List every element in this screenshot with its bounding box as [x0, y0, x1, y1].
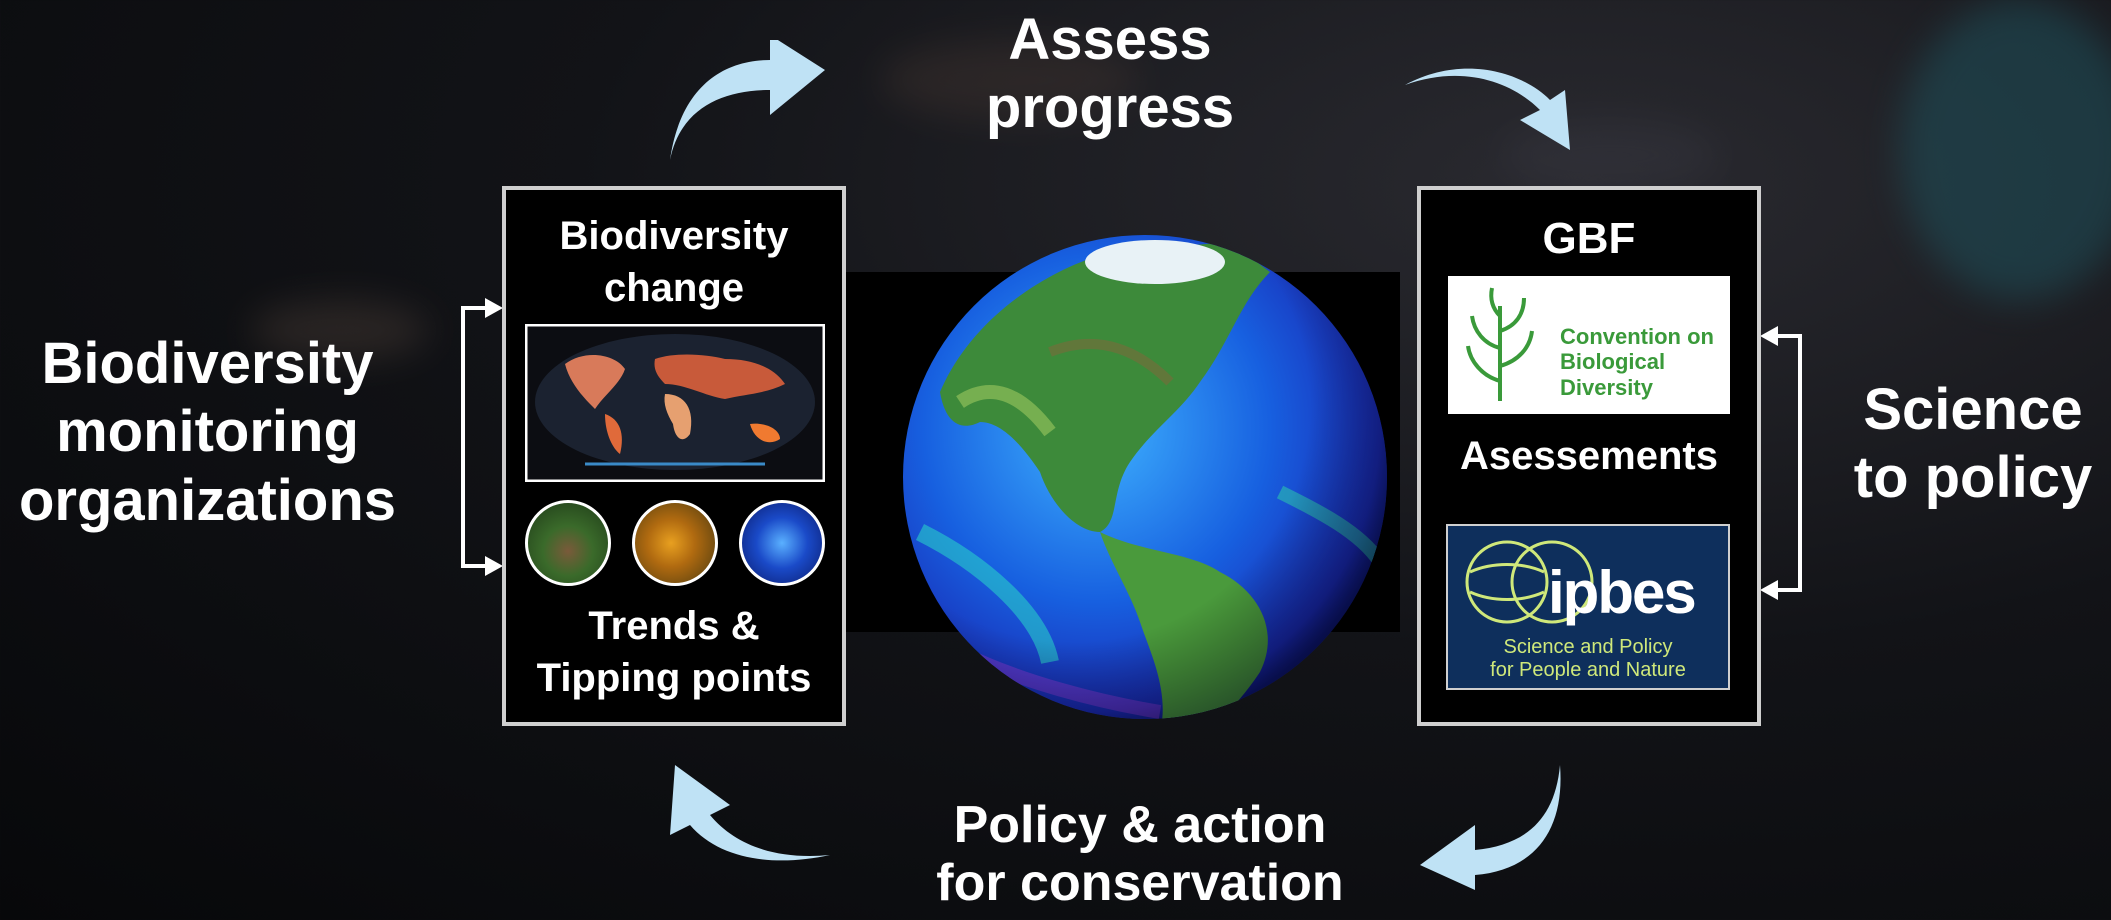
policy-label-line2: for conservation: [936, 854, 1344, 913]
science-label-line1: Science: [1863, 377, 2083, 442]
policy-action-label: Policy & action for conservation: [920, 796, 1360, 912]
assess-label-line2: progress: [985, 75, 1235, 141]
ipbes-logo-box: ipbes Science and Policy for People and …: [1446, 524, 1730, 690]
policy-label-line1: Policy & action: [953, 796, 1327, 854]
bee-image: [632, 500, 718, 586]
gbf-panel: GBF Convention on Biological Diversity A…: [1417, 186, 1761, 726]
dna-image: [739, 500, 825, 586]
double-headed-arrow-icon: [1760, 326, 1802, 600]
world-map-image: [525, 324, 825, 482]
globe-image: [903, 235, 1387, 719]
left-panel-subtitle: Trends & Tipping points: [506, 600, 842, 704]
cbd-text-line1: Convention on: [1560, 324, 1714, 349]
cbd-logo-icon: [1466, 287, 1534, 401]
science-label-line2: to policy: [1853, 445, 2093, 511]
cbd-text: Convention on Biological Diversity: [1560, 324, 1730, 400]
science-to-policy-label: Science to policy: [1835, 376, 2111, 513]
ipbes-name: ipbes: [1548, 559, 1697, 626]
biodiversity-change-panel: Biodiversity change Trends & Tipping poi…: [502, 186, 846, 726]
monitoring-organizations-label: Biodiversity monitoring organizations: [0, 330, 415, 535]
monitoring-label-line3: organizations: [18, 467, 397, 533]
gbf-title: GBF: [1542, 214, 1636, 263]
river-forest-image: [525, 500, 611, 586]
monitoring-label-line2: monitoring: [56, 399, 359, 465]
double-headed-arrow-icon: [461, 298, 503, 576]
left-title-line2: change: [603, 266, 745, 310]
cycle-arrow-icon: [670, 40, 825, 160]
cbd-text-line2: Biological Diversity: [1560, 349, 1666, 400]
monitoring-label-line1: Biodiversity: [41, 331, 374, 396]
assess-progress-label: Assess progress: [960, 6, 1260, 143]
cycle-arrow-icon: [670, 765, 830, 861]
ipbes-logo-icon: [1465, 540, 1594, 624]
ipbes-tagline-line2: for People and Nature: [1490, 659, 1686, 681]
left-subtitle-line1: Trends &: [588, 604, 760, 648]
assess-label-line1: Assess: [1008, 7, 1212, 72]
left-subtitle-line2: Tipping points: [536, 656, 812, 700]
left-title-line1: Biodiversity: [559, 214, 789, 258]
cycle-arrow-icon: [1405, 68, 1570, 150]
ipbes-tagline-line1: Science and Policy: [1503, 636, 1673, 658]
ipbes-tagline: Science and Policy for People and Nature: [1448, 636, 1728, 682]
cbd-logo-box: Convention on Biological Diversity: [1448, 276, 1730, 414]
assessments-label: Asessements: [1460, 434, 1718, 478]
left-panel-title: Biodiversity change: [506, 210, 842, 314]
cycle-arrow-icon: [1420, 765, 1561, 890]
